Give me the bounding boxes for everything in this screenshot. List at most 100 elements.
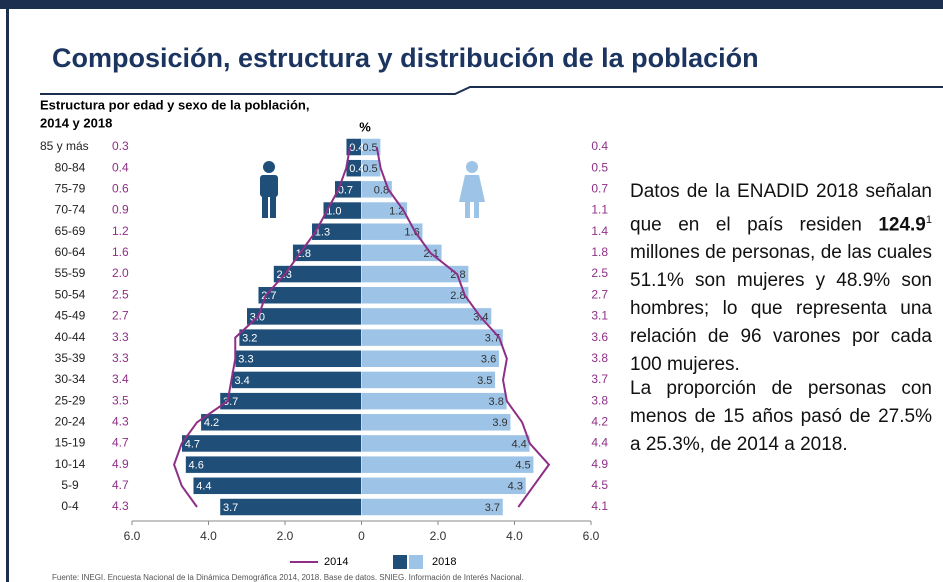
- age-label: 85 y más: [40, 139, 89, 153]
- male-icon: [260, 161, 278, 218]
- age-label: 50-54: [55, 287, 86, 301]
- highlight: 124.9: [878, 214, 926, 236]
- legend-label: 2014: [324, 556, 348, 568]
- bar-left: [219, 392, 362, 410]
- x-tick-label: 6.0: [583, 529, 600, 543]
- bar-label: 2.8: [450, 290, 465, 302]
- bar-right: [361, 180, 393, 199]
- bar-right: [361, 244, 443, 262]
- line-2014: [173, 146, 352, 508]
- age-label: 75-79: [55, 182, 86, 196]
- value-label: 1.2: [112, 224, 129, 238]
- legend-swatch: [409, 555, 423, 569]
- value-label: 3.3: [112, 330, 129, 344]
- bar-right: [361, 201, 408, 220]
- value-label: 4.3: [112, 499, 129, 513]
- bar-label: 3.3: [238, 354, 253, 366]
- bar-right: [361, 307, 492, 326]
- bar-right: [361, 222, 423, 241]
- age-label: 0-4: [61, 499, 79, 513]
- bar-left: [235, 350, 362, 368]
- bar-right: [361, 371, 496, 389]
- age-label: 25-29: [55, 393, 86, 407]
- bar-left: [200, 413, 362, 432]
- bar-left: [185, 455, 362, 474]
- bar-left: [192, 477, 362, 495]
- value-label: 4.1: [591, 499, 608, 513]
- bar-label: 0.5: [362, 142, 377, 154]
- value-label: 4.5: [591, 478, 608, 492]
- bar-label: 1.2: [389, 205, 404, 217]
- text: Datos de la ENADID 2018 señalan que en e…: [630, 181, 932, 236]
- value-label: 2.7: [591, 287, 608, 301]
- title-rule: [40, 86, 943, 95]
- bar-right: [361, 498, 504, 516]
- bar-right: [361, 413, 511, 432]
- bar-label: 4.6: [189, 460, 204, 472]
- top-bar: [0, 0, 943, 9]
- x-tick-label: 2.0: [277, 529, 294, 543]
- line-2014: [375, 146, 551, 508]
- age-label: 20-24: [55, 414, 86, 428]
- value-label: 3.7: [591, 372, 608, 386]
- left-border: [6, 9, 9, 582]
- footnote-mark: 1: [925, 214, 932, 226]
- value-label: 0.4: [591, 139, 608, 153]
- bar-label: 3.9: [492, 417, 507, 429]
- value-label: 3.4: [112, 372, 129, 386]
- age-label: 40-44: [55, 330, 86, 344]
- value-label: 3.8: [591, 393, 608, 407]
- bar-label: 1.8: [296, 248, 311, 260]
- bar-label: 1.6: [404, 227, 419, 239]
- bar-label: 3.2: [242, 332, 257, 344]
- bar-label: 0.7: [338, 184, 353, 196]
- value-label: 2.5: [112, 287, 129, 301]
- age-label: 10-14: [55, 457, 86, 471]
- legend-swatch: [393, 555, 407, 569]
- bar-left: [219, 498, 362, 516]
- bar-right: [361, 286, 469, 304]
- bar-label: 4.4: [512, 438, 527, 450]
- bar-right: [361, 434, 531, 453]
- value-label: 2.5: [591, 266, 608, 280]
- bar-label: 4.4: [196, 481, 211, 493]
- x-tick-label: 4.0: [200, 529, 217, 543]
- paragraph: La proporción de personas con menos de 1…: [630, 378, 932, 455]
- bar-left: [231, 371, 362, 389]
- bar-right: [361, 265, 469, 283]
- bar-label: 3.6: [481, 354, 496, 366]
- chart-subtitle: 2014 y 2018: [40, 115, 112, 130]
- bar-label: 3.7: [223, 396, 238, 408]
- bar-label: 1.3: [315, 227, 330, 239]
- age-label: 45-49: [55, 309, 86, 323]
- age-label: 30-34: [55, 372, 86, 386]
- value-label: 1.1: [591, 203, 608, 217]
- value-label: 1.8: [591, 245, 608, 259]
- age-label: 55-59: [55, 266, 86, 280]
- value-label: 3.5: [112, 393, 129, 407]
- value-label: 3.3: [112, 351, 129, 365]
- bar-label: 3.8: [489, 396, 504, 408]
- value-label: 4.7: [112, 478, 129, 492]
- age-label: 80-84: [55, 160, 86, 174]
- female-icon: [459, 161, 485, 218]
- age-label: 65-69: [55, 224, 86, 238]
- value-label: 4.9: [112, 457, 129, 471]
- bar-left: [238, 328, 362, 347]
- bar-label: 3.7: [223, 502, 238, 514]
- bar-label: 1.0: [326, 205, 341, 217]
- x-tick-label: 2.0: [430, 529, 447, 543]
- bar-label: 4.3: [508, 481, 523, 493]
- value-label: 2.7: [112, 309, 129, 323]
- value-label: 4.4: [591, 436, 608, 450]
- value-label: 0.6: [112, 182, 129, 196]
- age-label: 60-64: [55, 245, 86, 259]
- bar-label: 0.5: [362, 163, 377, 175]
- value-label: 4.9: [591, 457, 608, 471]
- value-label: 2.0: [112, 266, 129, 280]
- bar-right: [361, 455, 534, 474]
- bar-label: 0.4: [349, 163, 364, 175]
- bar-right: [361, 138, 381, 156]
